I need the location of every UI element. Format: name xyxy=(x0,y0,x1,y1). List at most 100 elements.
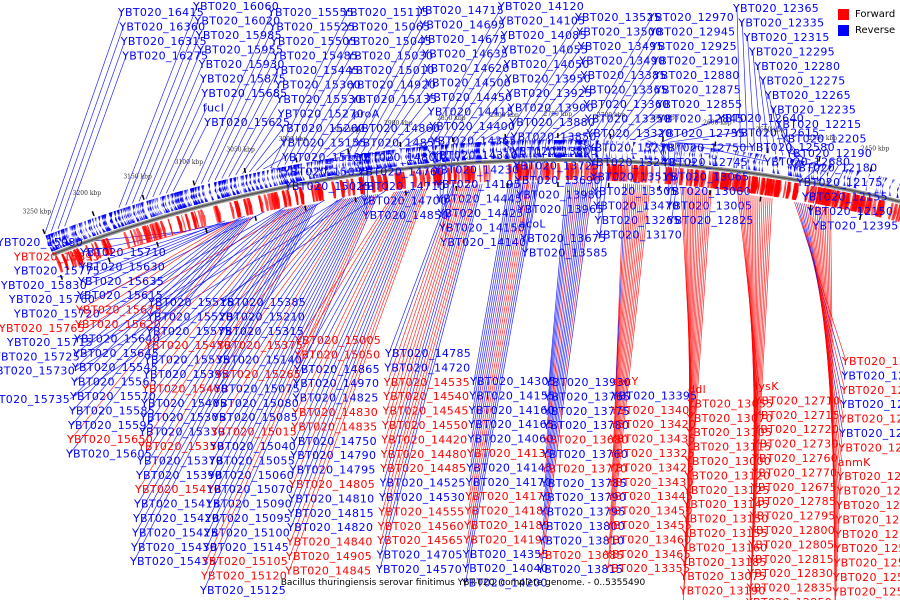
reverse-gene-arrow xyxy=(175,191,183,209)
connector-line xyxy=(145,63,203,200)
connector-line xyxy=(216,197,353,403)
gene-label-bottom: YBT020_14190 xyxy=(462,533,549,546)
forward-gene-arrow xyxy=(726,173,730,191)
connector-line xyxy=(293,189,414,470)
forward-gene-arrow xyxy=(888,202,894,220)
forward-gene-arrow xyxy=(418,169,424,187)
gene-label-reverse: YBT020_15155 xyxy=(280,137,367,150)
gene-label-reverse: YBT020_12755 xyxy=(658,127,745,140)
scale-tick-label: 2450 kbp xyxy=(861,146,890,153)
reverse-gene-arrow xyxy=(411,147,416,165)
reverse-gene-arrow xyxy=(101,215,108,232)
connector-line xyxy=(293,189,412,456)
forward-gene-arrow xyxy=(566,163,568,180)
forward-gene-arrow xyxy=(817,187,824,205)
connector-line xyxy=(540,182,594,570)
gene-label-bottom: YBT020_14135 xyxy=(466,447,553,460)
connector-line xyxy=(471,182,516,425)
reverse-gene-arrow xyxy=(533,140,536,158)
gene-label-reverse: YBT020_14710 xyxy=(359,180,446,193)
reverse-gene-arrow xyxy=(381,151,385,169)
reverse-gene-arrow xyxy=(70,225,79,243)
gene-label-bottom: YBT020_13420 xyxy=(609,418,696,431)
connector-line xyxy=(546,182,575,440)
gene-label-reverse: YBT020_12640 xyxy=(717,112,804,125)
gene-label-reverse: YBT020_14085 xyxy=(500,29,587,42)
connector-line xyxy=(379,184,483,570)
forward-gene-arrow xyxy=(583,163,586,181)
reverse-gene-arrow xyxy=(83,220,92,238)
gene-label-reverse: YBT020_15025 xyxy=(284,180,371,193)
forward-gene-arrow xyxy=(786,181,792,199)
forward-gene-arrow xyxy=(747,175,751,193)
reverse-gene-arrow xyxy=(287,165,294,183)
forward-gene-arrow xyxy=(863,197,870,215)
connector-line xyxy=(291,55,352,164)
gene-label-bottom: YBT020_15630 xyxy=(78,260,165,273)
forward-gene-arrow xyxy=(313,184,319,202)
gene-label-reverse: YBT020_13965 xyxy=(517,203,604,216)
connector-line xyxy=(547,182,571,411)
reverse-gene-arrow xyxy=(217,181,224,199)
forward-gene-arrow xyxy=(263,194,269,212)
connector-line xyxy=(133,203,318,562)
gene-label-reverse: YBT020_14715 xyxy=(417,4,504,17)
forward-gene-arrow xyxy=(544,163,550,181)
connector-line xyxy=(139,205,306,475)
connector-line xyxy=(290,188,422,528)
gene-label-reverse: YBT020_15985 xyxy=(195,29,282,42)
connector-line xyxy=(467,182,530,526)
gene-label-reverse: YBT020_15260 xyxy=(278,122,365,135)
connector-line xyxy=(426,5,503,145)
connector-line xyxy=(470,182,522,468)
connector-line xyxy=(228,84,280,178)
gene-label-reverse: YBT020_12265 xyxy=(764,89,851,102)
reverse-gene-arrow xyxy=(819,164,824,182)
connector-line xyxy=(207,40,276,183)
forward-gene-arrow xyxy=(67,251,75,268)
reverse-gene-arrow xyxy=(233,177,240,195)
connector-line xyxy=(683,190,710,591)
forward-gene-arrow xyxy=(850,194,857,212)
reverse-gene-arrow xyxy=(192,187,199,205)
connector-line xyxy=(215,197,355,418)
forward-gene-arrow xyxy=(895,204,900,222)
gene-label-bottom: YBT020_14530 xyxy=(378,491,465,504)
gene-label-bottom: YBT020_14750 xyxy=(290,435,377,448)
gene-label-bottom: YBT020_14160 xyxy=(468,404,555,417)
reverse-gene-arrow xyxy=(207,183,214,201)
forward-gene-arrow xyxy=(285,189,290,207)
connector-line xyxy=(137,204,310,504)
forward-gene-arrow xyxy=(644,165,649,183)
forward-gene-arrow xyxy=(467,165,472,183)
reverse-gene-arrow xyxy=(683,145,686,163)
gene-label-left: YBT020_15765 xyxy=(0,322,85,335)
connector-line xyxy=(540,89,587,139)
gene-label-reverse: YBT020_15525 xyxy=(268,21,355,34)
forward-gene-arrow xyxy=(102,239,110,256)
gene-label-bottom: YBT020_15120 xyxy=(200,570,287,583)
gene-label-bottom: YBT020_14165 xyxy=(467,418,554,431)
connector-line xyxy=(81,221,230,282)
reverse-gene-arrow xyxy=(699,147,703,164)
forward-gene-arrow xyxy=(298,187,305,205)
reverse-gene-arrow xyxy=(139,203,145,220)
gene-label-bottom: YBT020_15405 xyxy=(140,397,227,410)
connector-line xyxy=(222,199,341,317)
reverse-gene-arrow xyxy=(236,176,242,194)
gene-label-bottom: YBT020_15145 xyxy=(202,541,289,554)
connector-line xyxy=(144,207,296,404)
reverse-gene-arrow xyxy=(124,207,131,225)
scale-tick-label: 3050 kbp xyxy=(226,147,255,154)
gene-label-bottom: YBT020_15400 xyxy=(141,382,228,395)
reverse-gene-arrow xyxy=(122,208,129,225)
forward-gene-arrow xyxy=(857,195,863,213)
reverse-gene-arrow xyxy=(444,144,450,162)
gene-label-bottom: YBT020_14835 xyxy=(290,420,377,433)
forward-gene-arrow xyxy=(212,206,219,223)
connector-line xyxy=(469,182,524,482)
gene-label-reverse: YBT020_13675 xyxy=(519,232,606,245)
reverse-gene-arrow xyxy=(48,233,57,251)
gene-label-reverse: YBT020_12910 xyxy=(651,55,738,68)
forward-gene-arrow xyxy=(61,253,70,271)
